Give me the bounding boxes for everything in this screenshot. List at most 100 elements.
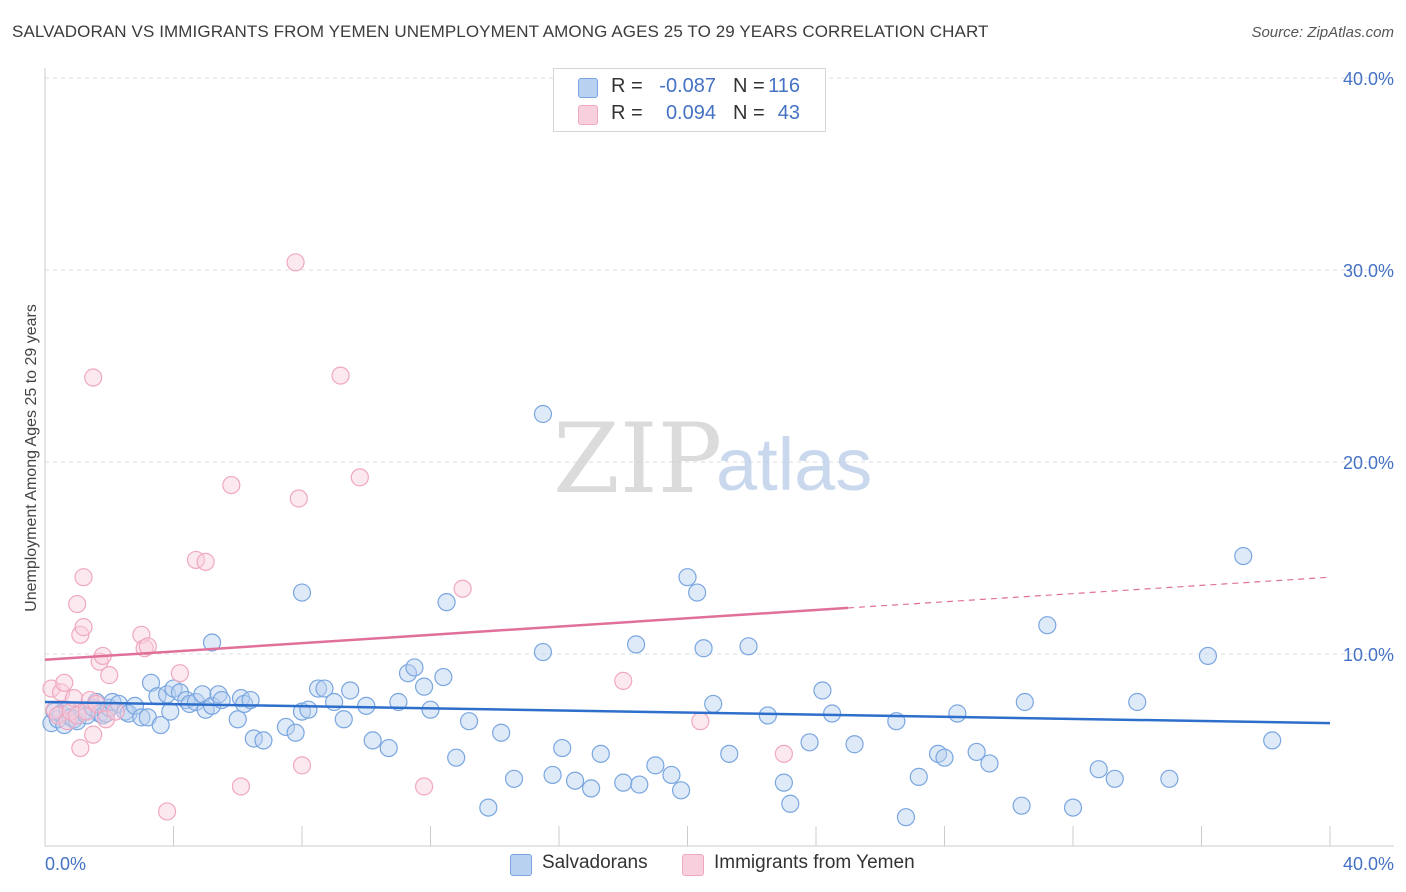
yemen-point: [196, 552, 215, 571]
chart-title: SALVADORAN VS IMMIGRANTS FROM YEMEN UNEM…: [12, 22, 989, 41]
tick-labels: 10.0% 20.0% 30.0% 40.0% 0.0% 40.0%: [45, 69, 1394, 874]
yemen-point: [106, 702, 125, 721]
salvadorans-point: [254, 731, 273, 750]
yemen-point: [331, 366, 350, 385]
salvadorans-point: [334, 710, 353, 729]
series-legend: Salvadorans Immigrants from Yemen: [0, 852, 1406, 878]
salvadorans-point: [447, 748, 466, 767]
yemen-legend-swatch: [682, 854, 704, 876]
legend-row-salvadorans: R = -0.087 N = 116: [554, 75, 825, 101]
salvadorans-point: [1128, 692, 1147, 712]
salvadorans-point: [379, 738, 398, 758]
salvadorans-point: [822, 704, 842, 723]
salvadorans-point: [781, 794, 800, 813]
yemen-point: [64, 689, 84, 708]
salvadorans-point: [1263, 731, 1282, 750]
salvadorans-point: [504, 769, 524, 788]
axes: [44, 68, 1394, 847]
salvadorans-point: [739, 637, 758, 656]
yemen-point: [84, 725, 103, 744]
yemen-point: [691, 712, 710, 731]
yemen-point: [453, 579, 472, 598]
salvadorans-point: [161, 702, 180, 721]
yemen-point: [100, 666, 119, 685]
salvadorans-point: [68, 712, 87, 731]
yemen-point: [55, 673, 74, 692]
watermark: ZIP atlas: [553, 403, 872, 515]
legend-n-value: 43: [777, 102, 800, 124]
legend-r-value: 0.094: [665, 102, 716, 124]
salvadorans-point: [1015, 692, 1034, 712]
salvadorans-point: [209, 685, 228, 704]
legend-label-yemen: Immigrants from Yemen: [714, 852, 915, 873]
y-tick-label: 40.0%: [1343, 69, 1394, 89]
salvadorans-point: [948, 704, 967, 723]
salvadorans-point: [688, 583, 707, 602]
yemen-point: [96, 710, 116, 729]
salvadorans-point: [553, 738, 572, 758]
salvadorans-point: [363, 731, 382, 750]
legend-r-label: R =: [611, 102, 643, 124]
salvadorans-point: [299, 700, 318, 719]
salvadorans-point: [1198, 646, 1218, 666]
salvadorans-point: [626, 635, 646, 654]
yemen-points: [42, 253, 793, 821]
salvadorans-point: [357, 696, 376, 715]
yemen-point: [138, 637, 157, 656]
salvadorans-point: [980, 754, 999, 773]
legend-r-label: R =: [611, 75, 643, 97]
salvadorans-point: [533, 404, 553, 424]
salvadorans-point: [1038, 616, 1057, 635]
salvadorans-point: [1089, 760, 1108, 779]
x-tick-label: 0.0%: [45, 854, 86, 874]
salvadorans-point: [437, 593, 456, 612]
salvadorans-point: [704, 694, 723, 714]
salvadorans-point: [1160, 769, 1179, 788]
salvadorans-point: [308, 679, 328, 698]
salvadorans-point: [479, 798, 498, 817]
yemen-swatch: [578, 105, 598, 125]
grid-lines: [45, 77, 1394, 655]
watermark-atlas: atlas: [716, 423, 872, 506]
source-label: Source: ZipAtlas.com: [1251, 24, 1394, 41]
legend-n-label: N =: [733, 75, 765, 97]
salvadorans-point: [845, 735, 864, 754]
yemen-point: [74, 568, 93, 587]
salvadorans-point: [389, 692, 408, 712]
yemen-point: [289, 489, 308, 508]
salvadorans-point: [292, 583, 312, 602]
salvadorans-legend-swatch: [510, 854, 532, 876]
yemen-trend-extension: [848, 576, 1331, 609]
yemen-point: [71, 738, 90, 758]
yemen-point: [774, 744, 793, 763]
salvadorans-point: [276, 717, 296, 737]
salvadorans-point: [151, 715, 170, 735]
yemen-point: [68, 706, 87, 725]
yemen-point: [286, 253, 305, 272]
salvadorans-point: [315, 679, 334, 698]
salvadorans-point: [286, 723, 305, 742]
salvadorans-point: [671, 781, 691, 800]
salvadorans-point: [533, 642, 553, 662]
yemen-point: [614, 671, 633, 690]
salvadorans-point: [1063, 798, 1083, 817]
y-tick-label: 20.0%: [1343, 453, 1394, 473]
salvadorans-point: [678, 568, 697, 587]
x-tick-label: 40.0%: [1343, 854, 1394, 874]
watermark-zip: ZIP: [553, 403, 722, 515]
correlation-legend: R = -0.087 N = 116 R = 0.094 N = 43: [553, 68, 826, 132]
salvadorans-point: [774, 773, 793, 792]
salvadorans-swatch: [578, 78, 598, 98]
salvadorans-point: [492, 723, 511, 742]
yemen-point: [414, 777, 434, 796]
salvadorans-point: [813, 681, 832, 700]
salvadorans-point: [694, 639, 713, 658]
salvadorans-point: [434, 667, 453, 687]
salvadorans-point: [582, 779, 601, 798]
salvadorans-point: [758, 706, 777, 725]
salvadorans-point: [909, 767, 928, 786]
salvadorans-point: [459, 712, 479, 731]
yemen-point: [222, 475, 241, 495]
yemen-point: [292, 756, 312, 775]
